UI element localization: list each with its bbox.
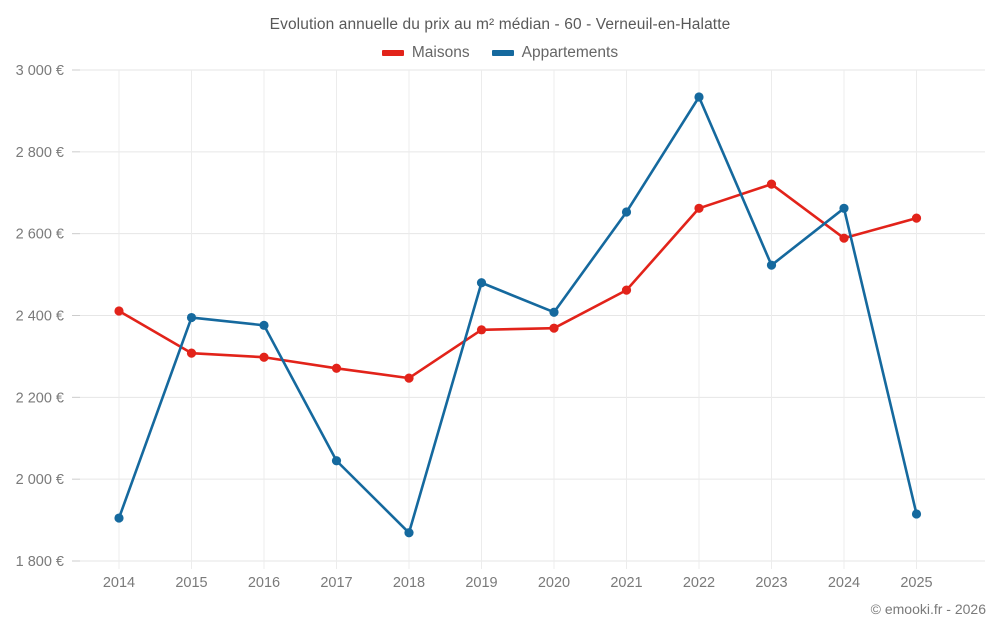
y-axis-tick-label: 2 800 €	[16, 145, 64, 161]
x-axis-tick-label: 2024	[828, 575, 860, 591]
data-point-marker[interactable]	[476, 325, 487, 335]
series-line-appartements	[117, 95, 918, 535]
legend-item-appartements[interactable]: Appartements	[491, 44, 619, 62]
x-axis-tick-label: 2023	[755, 575, 787, 591]
legend-label-maisons: Maisons	[411, 44, 470, 61]
x-axis-tick-label: 2022	[683, 575, 715, 591]
x-axis-tick-label: 2017	[320, 575, 352, 591]
data-point-marker[interactable]	[839, 233, 849, 243]
data-point-marker[interactable]	[186, 312, 197, 323]
data-point-marker[interactable]	[114, 513, 124, 523]
data-point-marker[interactable]	[404, 528, 414, 538]
legend-label-appartements: Appartements	[521, 44, 619, 61]
data-point-marker[interactable]	[839, 203, 849, 213]
x-axis-tick-label: 2020	[538, 575, 570, 591]
y-axis-tick-label: 3 000 €	[16, 63, 64, 79]
chart-title: Evolution annuelle du prix au m² médian …	[269, 16, 731, 33]
y-axis-tick-label: 2 400 €	[16, 309, 64, 325]
data-point-marker[interactable]	[259, 320, 269, 330]
data-point-marker[interactable]	[114, 306, 124, 316]
data-point-marker[interactable]	[694, 203, 704, 213]
legend-item-maisons[interactable]: Maisons	[381, 44, 470, 62]
data-point-marker[interactable]	[621, 207, 632, 217]
data-point-marker[interactable]	[186, 348, 197, 358]
data-point-marker[interactable]	[694, 92, 704, 102]
chart-legend: Maisons Appartements	[0, 44, 1000, 62]
x-axis-tick-label: 2018	[393, 575, 425, 591]
x-axis-tick-label: 2015	[175, 575, 207, 591]
x-axis-tick-label: 2021	[610, 575, 642, 591]
y-axis-tick-label: 2 200 €	[16, 390, 64, 406]
y-axis-ticks: 1 800 € 2 000 € 2 200 € 2 400 € 2 600 € 2 800…	[16, 63, 80, 570]
data-point-marker[interactable]	[766, 179, 777, 189]
x-axis-tick-label: 2019	[465, 575, 497, 591]
data-point-marker[interactable]	[549, 323, 559, 333]
data-point-marker[interactable]	[331, 456, 342, 466]
data-point-marker[interactable]	[476, 278, 487, 288]
x-axis-ticks: 2014 2015 2016 2017 2018 2019 2020 2021 2022 2023…	[103, 575, 933, 591]
data-point-marker[interactable]	[621, 285, 632, 295]
y-axis-tick-label: 1 800 €	[16, 554, 64, 570]
data-point-marker[interactable]	[259, 352, 269, 362]
series-line-maisons	[117, 182, 918, 380]
data-point-marker[interactable]	[911, 509, 922, 519]
x-axis-tick-label: 2014	[103, 575, 135, 591]
grid-lines	[80, 69, 985, 569]
y-axis-tick-label: 2 000 €	[16, 472, 64, 488]
data-point-marker[interactable]	[766, 260, 777, 270]
data-point-marker[interactable]	[549, 307, 559, 317]
copyright-credit: © emooki.fr - 2026	[870, 601, 986, 617]
x-axis-tick-label: 2016	[248, 575, 280, 591]
data-series-layer	[114, 92, 922, 538]
data-point-marker[interactable]	[331, 363, 342, 373]
legend-color-swatch-appartements	[491, 50, 514, 56]
x-axis-tick-label: 2025	[900, 575, 932, 591]
y-axis-tick-label: 2 600 €	[16, 227, 64, 243]
legend-color-swatch-maisons	[381, 50, 404, 56]
data-point-marker[interactable]	[404, 373, 414, 383]
data-point-marker[interactable]	[911, 213, 922, 223]
